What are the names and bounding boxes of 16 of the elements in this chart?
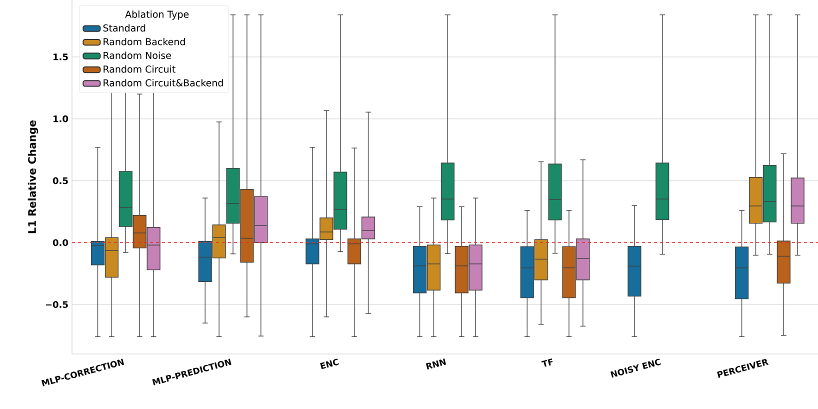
y-tick-label: −0.5 [46,301,68,308]
y-tick-label: 1.0 [54,115,68,122]
legend-label: Standard [103,24,146,32]
y-tick-label: 0.0 [52,239,68,246]
x-tick-label: RNN [426,358,446,370]
legend-label: Random Circuit&Backend [104,79,223,86]
x-tick-label: NOISY ENC [610,358,661,378]
legend-label: Random Noise [104,52,171,60]
x-tick-label: TF [541,358,553,367]
legend-label: Random Backend [104,38,185,46]
x-tick-label: ENC [320,358,339,370]
y-axis-title: L1 Relative Change [28,120,38,234]
y-tick-label: 0.5 [52,177,68,184]
legend-title: Ablation Type [125,10,189,20]
legend-label: Random Circuit [104,65,176,73]
y-tick-label: 1.5 [54,54,68,60]
